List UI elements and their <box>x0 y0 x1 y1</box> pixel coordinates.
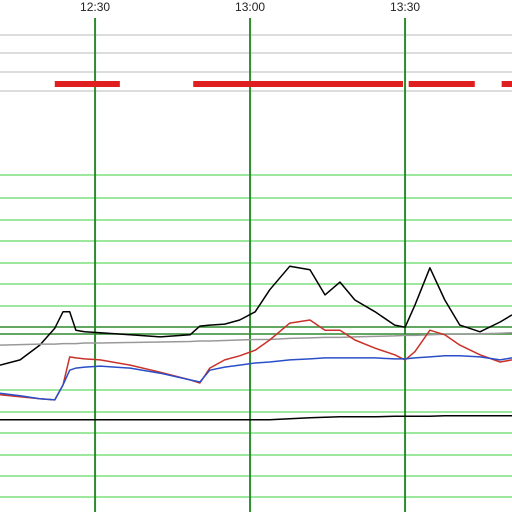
background-lines <box>0 34 512 498</box>
x-tick-label: 13:30 <box>390 0 420 14</box>
series-line <box>0 355 512 401</box>
series-line <box>0 414 512 421</box>
series-line <box>0 332 512 346</box>
x-tick-label: 12:30 <box>80 0 110 14</box>
event-bar <box>408 81 475 87</box>
event-bar <box>54 81 120 87</box>
series-line <box>0 265 512 366</box>
x-tick-label: 13:00 <box>235 0 265 14</box>
series-line <box>0 319 512 401</box>
event-bar <box>501 81 512 87</box>
event-bar <box>193 81 403 87</box>
